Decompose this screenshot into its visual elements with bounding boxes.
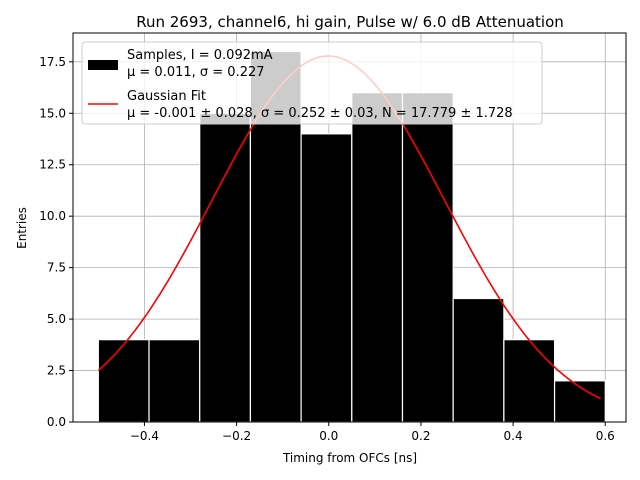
histogram-bar	[300, 133, 353, 423]
y-tick-label: 10.0	[39, 209, 66, 223]
histogram-bar	[351, 92, 404, 423]
axes-frame	[72, 32, 627, 423]
y-tick-label: 5.0	[47, 312, 66, 326]
y-tick-label: 2.5	[47, 364, 66, 378]
y-tick-label: 7.5	[47, 261, 66, 275]
y-axis-label: Entries	[15, 207, 29, 249]
y-tick-label: 12.5	[39, 158, 66, 172]
legend: Samples, I = 0.092mA μ = 0.011, σ = 0.22…	[81, 41, 543, 125]
y-tick-label: 17.5	[39, 55, 66, 69]
tick-labels: −0.4 −0.2 0.0 0.2 0.4 0.6 0.0 2.5 5.0 7.5 10.0 12.5…	[39, 55, 615, 443]
chart-title: Run 2693, channel6, hi gain, Pulse w/ 6.…	[136, 13, 564, 31]
x-tick-label: 0.6	[596, 429, 615, 443]
histogram-bar	[97, 339, 150, 423]
legend-samples-label: Samples, I = 0.092mA	[127, 48, 273, 63]
x-tick-label: 0.4	[504, 429, 523, 443]
legend-samples-swatch	[88, 60, 118, 70]
histogram-bar	[452, 297, 505, 423]
histogram-bar	[401, 92, 454, 423]
legend-samples-stats: μ = 0.011, σ = 0.227	[127, 65, 265, 80]
legend-frame	[81, 41, 543, 125]
axes	[69, 32, 627, 426]
legend-fit-label: Gaussian Fit	[127, 89, 206, 104]
histogram-bar	[199, 112, 252, 423]
histogram-bar	[503, 339, 556, 423]
legend-fit-stats: μ = -0.001 ± 0.028, σ = 0.252 ± 0.03, N …	[127, 106, 513, 121]
x-tick-label: 0.0	[319, 429, 338, 443]
y-tick-label: 15.0	[39, 106, 66, 120]
histogram-bar	[148, 339, 201, 423]
x-tick-label: 0.2	[411, 429, 430, 443]
y-tick-label: 0.0	[47, 415, 66, 429]
x-axis-label: Timing from OFCs [ns]	[282, 451, 417, 465]
x-tick-label: −0.2	[222, 429, 251, 443]
x-tick-label: −0.4	[130, 429, 159, 443]
